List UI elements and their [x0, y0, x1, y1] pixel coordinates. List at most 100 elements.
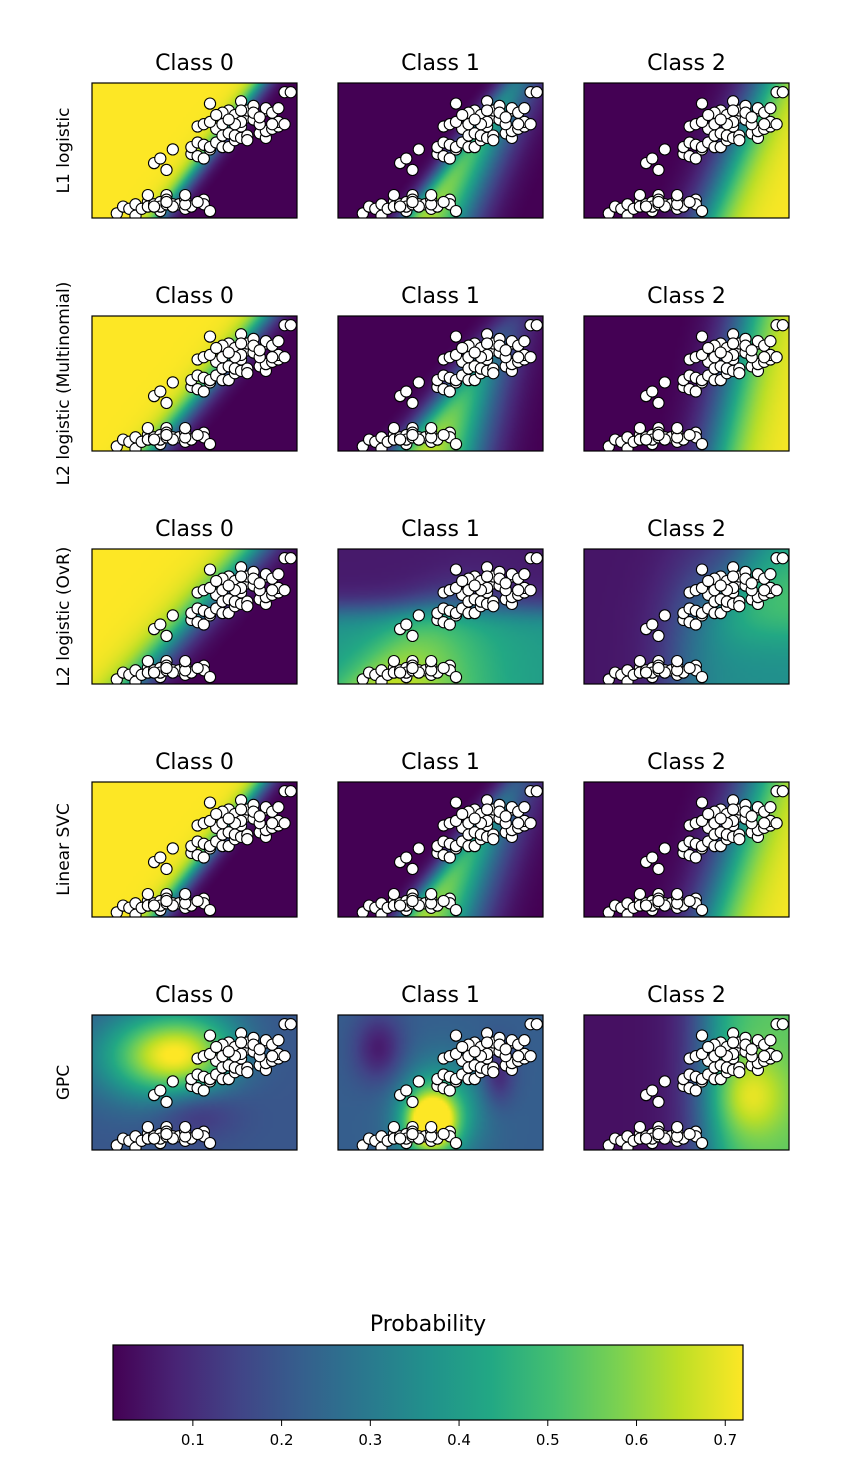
- data-point: [671, 421, 684, 435]
- data-point: [449, 1029, 463, 1042]
- data-point: [480, 1036, 494, 1049]
- data-point: [210, 108, 223, 122]
- row-label: GPC: [54, 1065, 74, 1100]
- data-point: [776, 319, 789, 332]
- data-point: [197, 851, 210, 864]
- data-point: [652, 1127, 665, 1141]
- data-point: [764, 568, 777, 581]
- probability-panel: [583, 82, 790, 219]
- row-label: Linear SVC: [54, 803, 74, 896]
- data-point: [689, 1084, 702, 1097]
- data-point: [764, 1034, 777, 1047]
- data-point: [272, 1034, 285, 1047]
- data-point: [714, 1045, 727, 1058]
- panel-title: Class 1: [401, 517, 480, 542]
- data-point: [160, 1127, 173, 1141]
- data-point: [714, 346, 727, 359]
- column-titles: Class 0 Class 1 Class 2 Class 0 Class 1 Class…: [155, 51, 726, 1008]
- data-point: [425, 654, 438, 668]
- data-point: [179, 421, 192, 435]
- data-point: [733, 367, 746, 380]
- colorbar-tick-label: 0.6: [625, 1431, 649, 1449]
- data-point: [776, 86, 789, 99]
- data-point: [726, 337, 740, 350]
- data-point: [733, 833, 746, 846]
- data-point: [695, 903, 709, 917]
- data-point: [639, 899, 653, 912]
- data-point: [203, 796, 217, 809]
- data-point: [284, 86, 297, 99]
- data-point: [449, 97, 463, 110]
- data-point: [518, 102, 531, 115]
- data-point: [166, 143, 179, 156]
- data-point: [702, 341, 715, 355]
- data-point: [147, 899, 161, 912]
- data-point: [210, 341, 223, 355]
- colorbar-tick-label: 0.4: [447, 1431, 471, 1449]
- data-point: [443, 851, 456, 864]
- data-point: [683, 1127, 696, 1141]
- data-point: [456, 108, 469, 122]
- data-point: [689, 152, 702, 165]
- data-point: [456, 1040, 469, 1054]
- data-point: [387, 654, 401, 668]
- panel-title: Class 0: [155, 750, 234, 775]
- data-point: [425, 188, 438, 202]
- row-label: L2 logistic (Multinomial): [54, 282, 74, 486]
- data-point: [487, 600, 500, 613]
- scatter-points: [602, 552, 789, 684]
- data-point: [147, 666, 161, 679]
- data-point: [530, 552, 543, 565]
- data-point: [191, 661, 204, 675]
- data-point: [272, 102, 285, 115]
- data-point: [683, 894, 696, 908]
- scatter-points: [110, 86, 297, 218]
- data-point: [652, 163, 665, 177]
- probability-panel: [91, 781, 298, 918]
- colorbar-tick-label: 0.1: [181, 1431, 205, 1449]
- data-point: [758, 817, 771, 830]
- data-point: [443, 152, 456, 165]
- data-point: [695, 1029, 709, 1042]
- data-point: [689, 385, 702, 398]
- data-point: [412, 376, 425, 389]
- data-point: [758, 584, 771, 597]
- data-point: [671, 654, 684, 668]
- data-point: [695, 563, 709, 576]
- data-point: [154, 851, 167, 864]
- data-point: [512, 817, 525, 830]
- data-point: [147, 200, 161, 213]
- data-point: [758, 118, 771, 131]
- data-point: [272, 568, 285, 581]
- data-point: [406, 661, 419, 675]
- data-point: [652, 396, 665, 410]
- data-point: [633, 654, 647, 668]
- data-point: [764, 801, 777, 814]
- data-point: [400, 1084, 413, 1097]
- data-point: [499, 810, 512, 823]
- data-point: [147, 1132, 161, 1145]
- scatter-points: [356, 552, 543, 684]
- data-point: [272, 801, 285, 814]
- data-point: [487, 833, 500, 846]
- data-point: [425, 887, 438, 901]
- data-point: [518, 801, 531, 814]
- data-point: [179, 887, 192, 901]
- data-point: [437, 195, 450, 209]
- data-point: [400, 618, 413, 631]
- data-point: [714, 579, 727, 592]
- data-point: [770, 351, 783, 364]
- data-point: [449, 903, 463, 917]
- data-point: [695, 330, 709, 343]
- data-point: [253, 577, 266, 590]
- data-point: [512, 1050, 525, 1063]
- panel-frame: [91, 82, 298, 219]
- panel-frame: [583, 315, 790, 452]
- data-point: [524, 118, 537, 131]
- panel-frame: [337, 82, 544, 219]
- data-point: [241, 600, 254, 613]
- panel-title: Class 0: [155, 51, 234, 76]
- data-point: [745, 111, 758, 124]
- data-point: [646, 152, 659, 165]
- data-point: [695, 670, 709, 684]
